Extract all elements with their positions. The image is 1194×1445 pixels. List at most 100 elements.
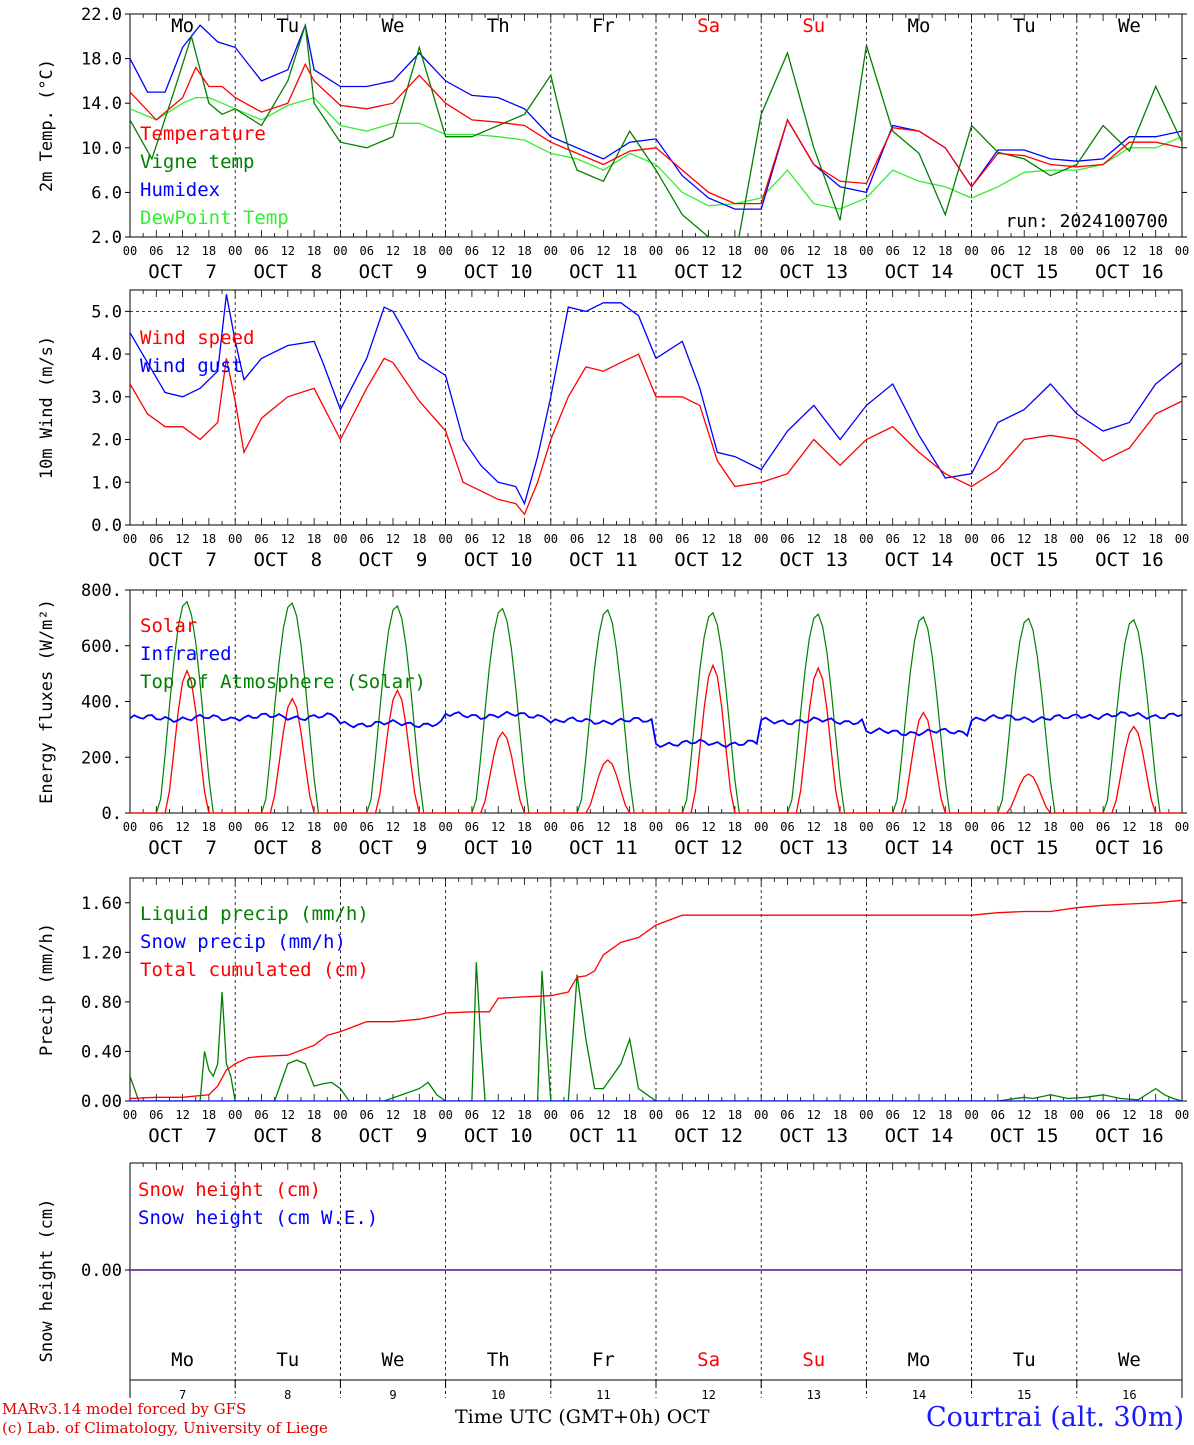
hour-label: 18	[202, 1108, 216, 1122]
hour-label: 12	[701, 820, 715, 834]
hour-label: 18	[202, 244, 216, 258]
hour-label: 18	[938, 244, 952, 258]
hour-label: 06	[780, 532, 794, 546]
y-tick-label: 0.	[102, 804, 122, 824]
day-label: OCT 10	[464, 549, 533, 571]
series-line	[130, 294, 1182, 506]
hour-label: 18	[202, 820, 216, 834]
day-label: OCT 8	[253, 1125, 322, 1147]
day-label: OCT 16	[1095, 261, 1164, 283]
hour-label: 00	[649, 820, 663, 834]
weekday-label: Tu	[1013, 1349, 1036, 1371]
weekday-label: Th	[487, 15, 510, 37]
hour-label: 06	[1096, 1108, 1110, 1122]
hour-label: 00	[964, 532, 978, 546]
series-line	[130, 353, 1182, 516]
hour-label: 18	[728, 1108, 742, 1122]
time-axis-label: Time UTC (GMT+0h) OCT	[455, 1406, 710, 1428]
day-label: OCT 16	[1095, 549, 1164, 571]
legend-entry: Infrared	[140, 643, 232, 665]
hour-label: 18	[938, 532, 952, 546]
hour-label: 00	[228, 1108, 242, 1122]
hour-label: 06	[991, 532, 1005, 546]
hour-label: 00	[649, 532, 663, 546]
y-tick-label: 400.	[81, 693, 122, 713]
legend-entry: Top of Atmosphere (Solar)	[140, 671, 426, 693]
hour-label: 06	[991, 1108, 1005, 1122]
weekday-label: Mo	[908, 15, 931, 37]
hour-label: 06	[780, 244, 794, 258]
day-label: OCT 13	[779, 1125, 848, 1147]
hour-label: 12	[175, 244, 189, 258]
legend-entry: Snow height (cm)	[138, 1179, 321, 1201]
hour-label: 00	[544, 820, 558, 834]
day-number: 8	[284, 1388, 291, 1402]
legend-entry: Total cumulated (cm)	[140, 959, 369, 981]
hour-label: 06	[149, 1108, 163, 1122]
panel-energy: 0. 200. 400. 600. 800. Energy fluxes (W/m²) So…	[37, 581, 1189, 859]
hour-label: 18	[517, 1108, 531, 1122]
hour-label: 06	[465, 820, 479, 834]
hour-label: 12	[281, 820, 295, 834]
weekday-label: Tu	[1013, 15, 1036, 37]
hour-label: 12	[386, 1108, 400, 1122]
hour-label: 12	[912, 244, 926, 258]
day-label: OCT 15	[990, 261, 1059, 283]
hour-label: 12	[807, 532, 821, 546]
hour-label: 12	[807, 1108, 821, 1122]
y-tick-label: 5.0	[91, 302, 122, 322]
series-line	[130, 899, 1182, 1100]
hour-label: 00	[123, 1108, 137, 1122]
weekday-label: Su	[802, 15, 825, 37]
hour-label: 00	[964, 820, 978, 834]
hour-label: 06	[570, 820, 584, 834]
hour-label: 06	[254, 1108, 268, 1122]
panel-precip: 0.00 0.40 0.80 1.20 1.60 Precip (mm/h) Liquid …	[37, 877, 1189, 1147]
hour-label: 12	[596, 532, 610, 546]
y-tick-label: 18.0	[81, 50, 122, 70]
y-tick-label: 1.20	[81, 943, 122, 963]
hour-label: 18	[517, 244, 531, 258]
hour-label: 12	[1122, 532, 1136, 546]
hour-label: 00	[1175, 1108, 1189, 1122]
series-line	[130, 600, 1182, 813]
y-tick-label: 10.0	[81, 139, 122, 159]
day-label: OCT 14	[885, 1125, 954, 1147]
hour-label: 18	[833, 820, 847, 834]
legend-entry: Humidex	[140, 179, 220, 201]
day-label: OCT 13	[779, 837, 848, 859]
hour-label: 00	[859, 820, 873, 834]
hour-label: 12	[1122, 820, 1136, 834]
legend-entry: Temperature	[140, 123, 266, 145]
y-tick-label: 14.0	[81, 94, 122, 114]
legend-entry: Vigne temp	[140, 151, 254, 173]
weekday-label: Th	[487, 1349, 510, 1371]
hour-label: 06	[359, 532, 373, 546]
hour-label: 18	[938, 1108, 952, 1122]
hour-label: 18	[833, 532, 847, 546]
hour-label: 06	[254, 532, 268, 546]
hour-label: 00	[333, 244, 347, 258]
day-label: OCT 7	[148, 261, 217, 283]
hour-label: 06	[570, 244, 584, 258]
y-tick-label: 0.00	[81, 1261, 122, 1281]
series-line	[130, 710, 1182, 749]
hour-label: 06	[675, 244, 689, 258]
plot-area	[130, 600, 1182, 813]
day-label: OCT 9	[359, 1125, 428, 1147]
y-tick-label: 0.00	[81, 1092, 122, 1112]
plot-area	[130, 294, 1182, 516]
hour-label: 00	[1175, 244, 1189, 258]
y-axis-label: 2m Temp. (°C)	[37, 59, 57, 192]
hour-label: 00	[964, 244, 978, 258]
hour-label: 12	[596, 1108, 610, 1122]
hour-label: 06	[465, 532, 479, 546]
hour-label: 12	[1122, 1108, 1136, 1122]
hour-label: 00	[438, 1108, 452, 1122]
legend-entry: Wind gust	[140, 355, 243, 377]
day-label: OCT 15	[990, 549, 1059, 571]
hour-label: 00	[754, 1108, 768, 1122]
hour-label: 12	[281, 532, 295, 546]
